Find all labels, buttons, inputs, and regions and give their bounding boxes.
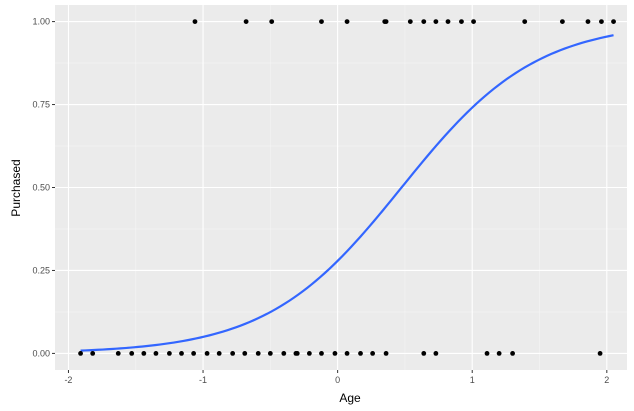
data-point-purchased [522, 19, 528, 24]
data-point-not-purchased [255, 351, 261, 356]
data-point-not-purchased [78, 351, 83, 356]
data-points [78, 19, 616, 356]
data-point-not-purchased [167, 351, 172, 356]
data-point-purchased [471, 19, 476, 24]
x-axis-title: Age [339, 391, 361, 405]
data-point-not-purchased [242, 351, 248, 356]
data-point-not-purchased [358, 351, 363, 356]
data-point-not-purchased [267, 351, 273, 356]
logistic-fit-line [80, 34, 614, 352]
y-tick-label: 0.50 [32, 183, 50, 193]
data-point-not-purchased [204, 351, 210, 356]
data-point-purchased [407, 19, 413, 24]
x-tick-label: 2 [604, 375, 609, 385]
data-point-not-purchased [129, 351, 135, 356]
data-point-not-purchased [115, 351, 121, 356]
data-point-purchased [269, 19, 275, 24]
data-point-purchased [421, 19, 427, 24]
data-point-purchased [599, 19, 604, 24]
data-point-not-purchased [230, 351, 236, 356]
data-point-not-purchased [191, 351, 197, 356]
x-tick-label: 0 [335, 375, 340, 385]
data-point-not-purchased [141, 351, 147, 356]
x-tick-label: -2 [64, 375, 72, 385]
data-point-not-purchased [421, 351, 427, 356]
data-point-not-purchased [179, 351, 184, 356]
data-point-not-purchased [597, 351, 603, 356]
data-point-not-purchased [306, 351, 312, 356]
data-point-purchased [383, 19, 389, 24]
data-point-not-purchased [332, 351, 338, 356]
data-point-not-purchased [153, 351, 159, 356]
data-point-not-purchased [383, 351, 389, 356]
x-axis-ticks: -2 -1 0 1 2 [64, 370, 609, 385]
data-point-not-purchased [370, 351, 376, 356]
data-point-purchased [559, 19, 565, 24]
data-point-purchased [585, 19, 591, 24]
x-tick-label: 1 [470, 375, 475, 385]
data-point-purchased [192, 19, 198, 24]
data-point-purchased [433, 19, 439, 24]
data-point-not-purchased [344, 351, 350, 356]
data-point-not-purchased [281, 351, 287, 356]
data-point-purchased [344, 19, 350, 24]
data-point-purchased [445, 19, 451, 24]
data-point-purchased [319, 19, 324, 24]
data-point-not-purchased [294, 351, 300, 356]
major-gridlines [55, 5, 627, 370]
y-tick-label: 0.75 [32, 100, 50, 110]
data-point-purchased [243, 19, 249, 24]
data-point-not-purchased [90, 351, 96, 356]
data-point-not-purchased [496, 351, 502, 356]
data-point-not-purchased [216, 351, 222, 356]
data-point-not-purchased [433, 351, 439, 356]
y-tick-label: 1.00 [32, 17, 50, 27]
y-axis-title: Purchased [9, 159, 23, 216]
data-point-purchased [459, 19, 464, 24]
y-tick-label: 0.25 [32, 265, 50, 275]
data-point-not-purchased [510, 351, 515, 356]
y-axis-ticks: 0.00 0.25 0.50 0.75 1.00 [32, 17, 55, 358]
data-point-not-purchased [319, 351, 324, 356]
x-tick-label: -1 [199, 375, 207, 385]
y-tick-label: 0.00 [32, 348, 50, 358]
data-point-purchased [611, 19, 616, 24]
data-point-not-purchased [484, 351, 490, 356]
